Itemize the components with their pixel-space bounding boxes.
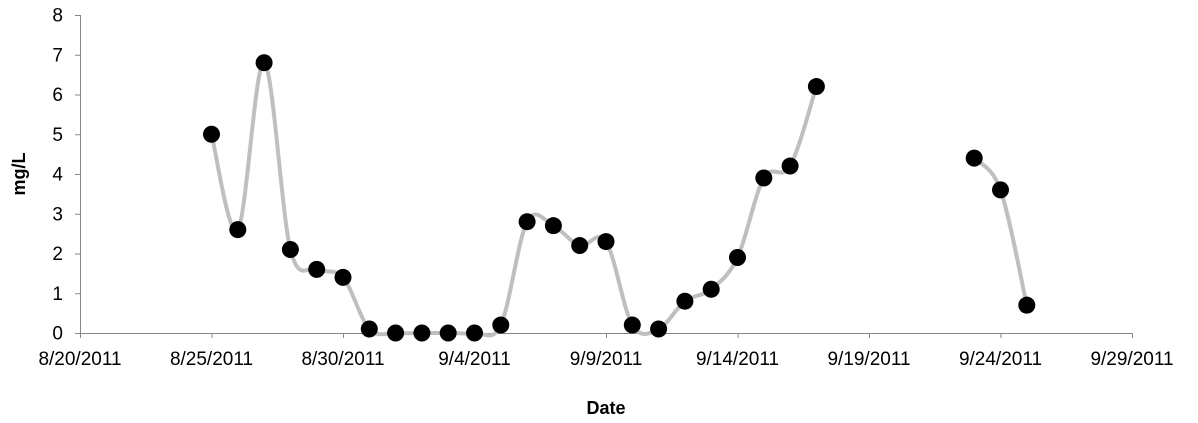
y-tick-label: 7 [52,45,63,66]
data-point-marker [992,181,1009,199]
x-tick-label: 9/4/2011 [438,349,511,370]
y-tick-label: 1 [52,284,63,305]
data-point-marker [439,324,457,342]
x-axis-title: Date [586,398,625,418]
y-tick-label: 6 [52,85,63,106]
data-point-marker [781,157,799,175]
data-point-marker [650,320,668,338]
x-tick-label: 9/14/2011 [696,349,779,370]
y-axis-title: mg/L [9,152,29,195]
data-point-marker [623,316,641,334]
y-tick-label: 0 [52,324,63,345]
data-point-marker [702,280,720,298]
data-point-marker [203,125,220,143]
data-point-marker [807,78,825,96]
series-lines [209,60,1029,338]
series-line-segment [972,156,1029,308]
data-markers [203,54,1036,342]
x-tick-label: 8/25/2011 [170,349,253,370]
data-point-marker [255,54,273,72]
data-point-marker [571,237,589,255]
axis-ticks: 0 1 2 3 4 5 6 7 8 8/20/2011 8/25/2011 8/30/2011 9/4/… [38,6,1173,371]
x-tick-label: 9/24/2011 [959,349,1042,370]
data-point-marker [387,324,405,342]
data-point-marker [1018,296,1036,314]
x-tick-label: 9/9/2011 [570,349,643,370]
data-point-marker [544,217,562,235]
x-tick-label: 8/20/2011 [38,349,121,370]
data-point-marker [413,324,431,342]
data-point-marker [492,316,510,334]
y-tick-label: 8 [52,6,63,27]
data-point-marker [281,241,299,259]
data-point-marker [965,149,983,167]
x-tick-label: 9/19/2011 [827,349,910,370]
data-point-marker [755,169,773,187]
y-tick-label: 5 [52,125,63,146]
data-point-marker [308,260,326,278]
data-point-marker [229,221,247,239]
y-tick-label: 2 [52,244,63,265]
data-point-marker [466,324,483,342]
x-tick-label: 9/29/2011 [1090,349,1173,370]
data-point-marker [334,268,352,286]
data-point-marker [360,320,378,338]
data-point-marker [729,248,746,266]
data-point-marker [518,213,536,231]
series-line-segment [209,60,819,338]
y-tick-label: 4 [52,165,63,186]
data-point-marker [597,233,615,251]
x-tick-label: 8/30/2011 [301,349,384,370]
y-tick-label: 3 [52,204,63,225]
data-point-marker [676,292,694,310]
